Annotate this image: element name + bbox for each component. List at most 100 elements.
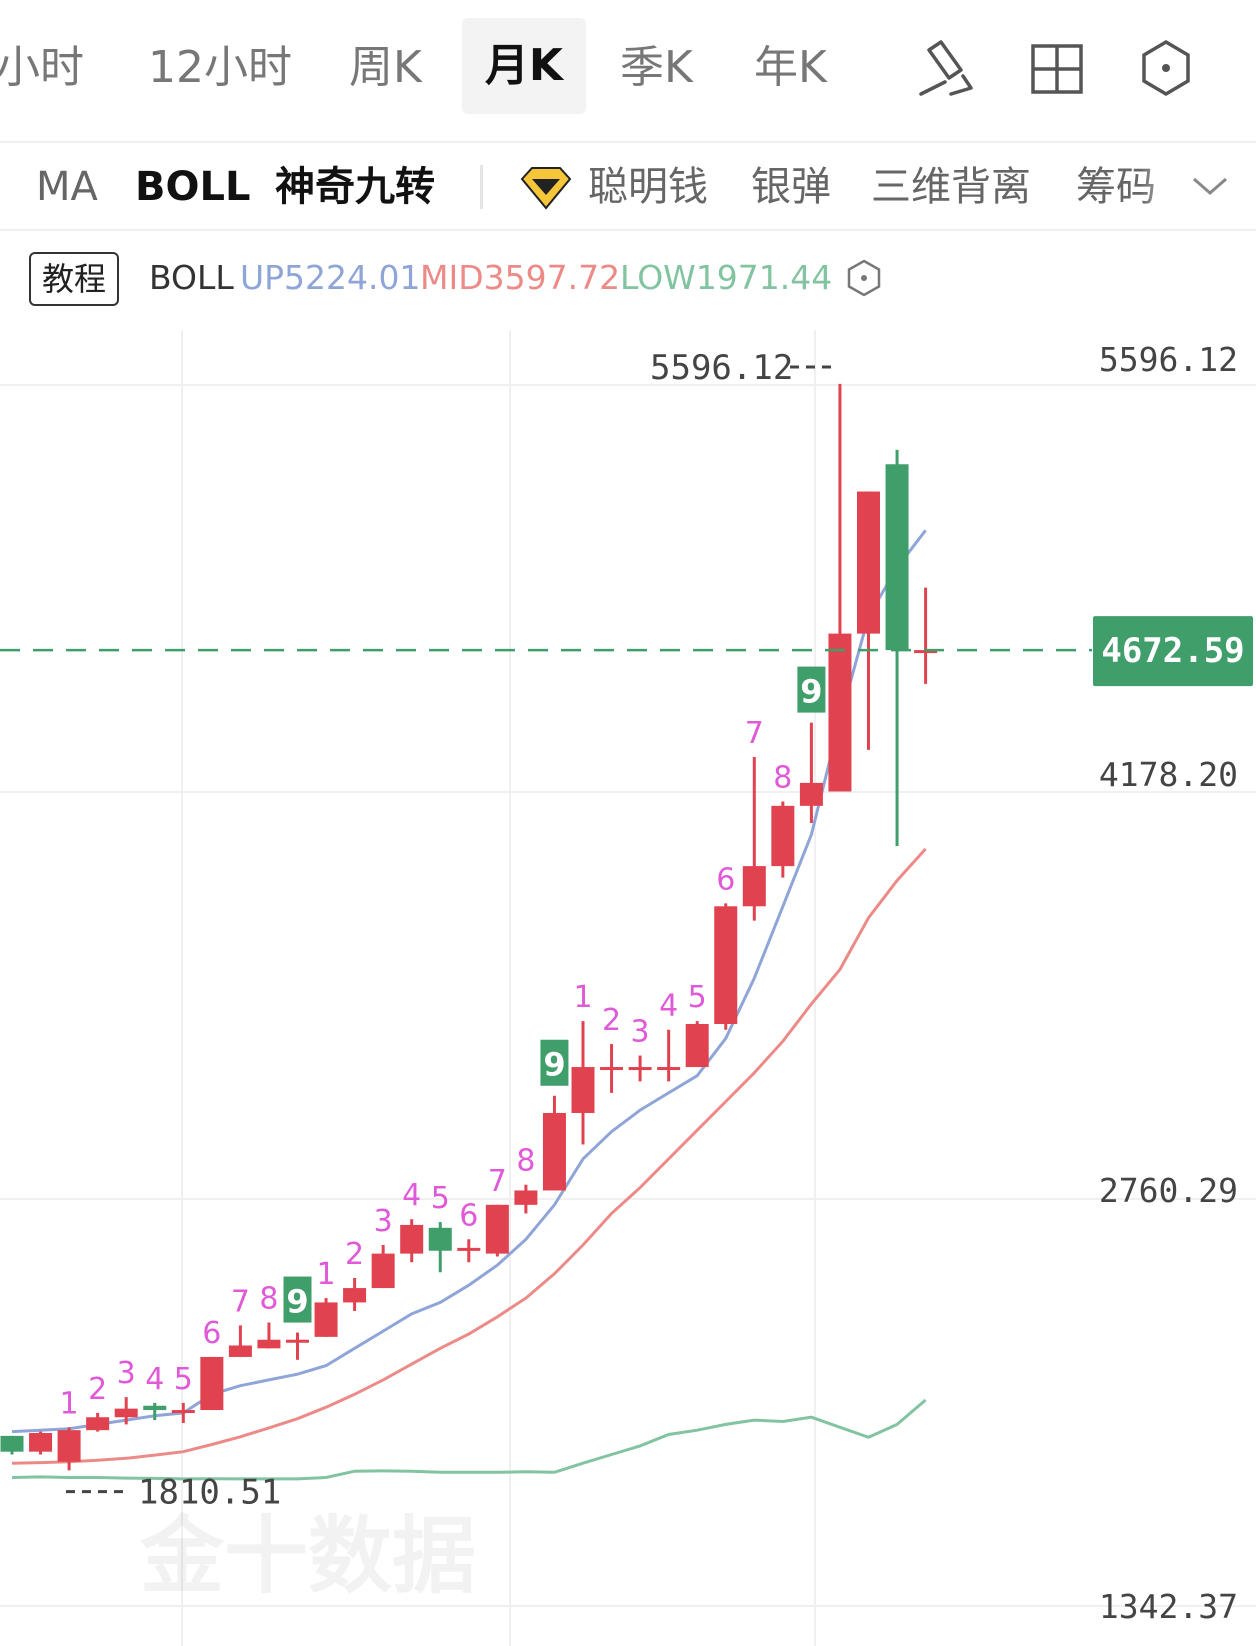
candle <box>857 491 880 750</box>
candle-body <box>314 1302 338 1337</box>
boll-legend: 教程 BOLL UP5224.01 MID3597.72 LOW1971.44 <box>0 231 1256 327</box>
nine-turn-label: 4 <box>402 1178 421 1213</box>
nine-turn-label: 8 <box>773 761 792 796</box>
tab-yearly[interactable]: 年K <box>754 42 827 93</box>
candle-body <box>457 1247 481 1251</box>
candle-body <box>343 1288 367 1303</box>
candle-body <box>657 1067 681 1071</box>
candle <box>742 757 766 921</box>
tab-monthly[interactable]: 月K <box>462 18 586 114</box>
legend-name: BOLL <box>149 258 234 297</box>
candle-body <box>257 1339 281 1349</box>
candle <box>0 1435 24 1455</box>
nine-turn-label: 3 <box>631 1015 650 1050</box>
candle-body <box>828 633 852 792</box>
nine-turn-label: 3 <box>374 1204 393 1239</box>
nine-turn-label: 7 <box>745 716 764 751</box>
tab-3d-divergence[interactable]: 三维背离 <box>871 164 1031 210</box>
high-marker-label: 5596.12 <box>650 348 793 388</box>
period-tab-bar: 小时 12小时 周K 月K 季K 年K <box>0 0 1256 143</box>
tab-boll[interactable]: BOLL <box>135 164 251 210</box>
candle-body <box>628 1067 652 1071</box>
candle-body <box>228 1345 252 1357</box>
settings-hexagon-icon[interactable] <box>1136 38 1196 98</box>
candle-body <box>200 1356 224 1411</box>
tab-hour[interactable]: 小时 <box>0 42 84 93</box>
candle <box>485 1204 509 1257</box>
boll-lines <box>11 529 927 1481</box>
candle-body <box>171 1410 195 1414</box>
chevron-down-icon[interactable] <box>1190 171 1230 201</box>
tutorial-button[interactable]: 教程 <box>29 252 119 306</box>
nine-turn-label: 1 <box>317 1257 336 1292</box>
candle <box>771 801 795 878</box>
candle-body <box>714 906 738 1024</box>
candle <box>57 1427 81 1471</box>
nine-turn-label: 9 <box>543 1046 565 1084</box>
nine-turn-label: 9 <box>286 1283 308 1321</box>
tab-fade-overlay <box>1140 143 1256 229</box>
candle <box>114 1397 138 1425</box>
candle-body <box>685 1023 709 1068</box>
nine-turn-label: 5 <box>174 1362 193 1397</box>
low-marker-label: 1810.51 <box>138 1473 281 1513</box>
boll-upper-line <box>11 529 927 1434</box>
draw-tool-icon[interactable] <box>915 38 975 98</box>
nine-turn-label: 6 <box>459 1198 478 1233</box>
nine-turn-label: 5 <box>688 980 707 1015</box>
layout-grid-icon[interactable] <box>1027 38 1087 98</box>
candle <box>314 1298 338 1337</box>
tab-ma[interactable]: MA <box>36 164 98 210</box>
candle-body <box>857 491 880 634</box>
tab-smart-money[interactable]: 聪明钱 <box>588 164 708 210</box>
candle <box>799 722 823 824</box>
candle-body <box>742 866 766 907</box>
tab-weekly[interactable]: 周K <box>349 42 422 93</box>
candle-body <box>771 805 795 867</box>
nine-turn-label: 1 <box>60 1386 79 1421</box>
chart-grid <box>0 330 1256 1646</box>
candle <box>657 1029 681 1082</box>
nine-turn-label: 2 <box>345 1237 364 1272</box>
candle-body <box>143 1405 167 1411</box>
tab-12-hour[interactable]: 12小时 <box>148 42 292 93</box>
candle-body <box>600 1067 624 1071</box>
candle-body <box>57 1430 81 1462</box>
tab-quarterly[interactable]: 季K <box>620 42 693 93</box>
watermark: 金十数据 <box>140 1507 476 1605</box>
candle <box>885 449 909 847</box>
candle <box>914 587 938 684</box>
candle-body <box>542 1112 566 1191</box>
price-axis-label: 1342.37 <box>1099 1587 1238 1626</box>
candles <box>0 383 938 1471</box>
candle <box>171 1402 195 1423</box>
tab-nine-turn[interactable]: 神奇九转 <box>275 164 435 210</box>
nine-turn-label: 7 <box>231 1284 250 1319</box>
candle <box>86 1412 110 1432</box>
candle-body <box>571 1067 595 1113</box>
tab-silver-bullet[interactable]: 银弹 <box>751 164 831 210</box>
price-axis-label: 5596.12 <box>1099 340 1238 379</box>
candle-body <box>114 1408 138 1418</box>
nine-turn-box <box>540 1039 569 1086</box>
candle <box>685 1021 709 1068</box>
candle <box>428 1222 452 1273</box>
tab-divider <box>480 165 483 209</box>
candle-body <box>428 1227 452 1251</box>
candle <box>542 1095 566 1191</box>
candle <box>600 1044 624 1093</box>
candle <box>457 1239 481 1263</box>
legend-settings-icon[interactable] <box>844 258 884 298</box>
candle <box>400 1219 424 1263</box>
candle <box>343 1278 367 1312</box>
nine-turn-box <box>283 1276 312 1323</box>
candle <box>286 1332 309 1360</box>
candle-body <box>885 464 909 651</box>
nine-turn-label: 1 <box>573 980 592 1015</box>
candle-body <box>400 1224 424 1254</box>
legend-up: UP5224.01 <box>240 258 421 297</box>
boll-lower-line <box>11 1398 927 1481</box>
current-price-label: 4672.59 <box>1101 631 1244 671</box>
candle <box>143 1402 167 1421</box>
